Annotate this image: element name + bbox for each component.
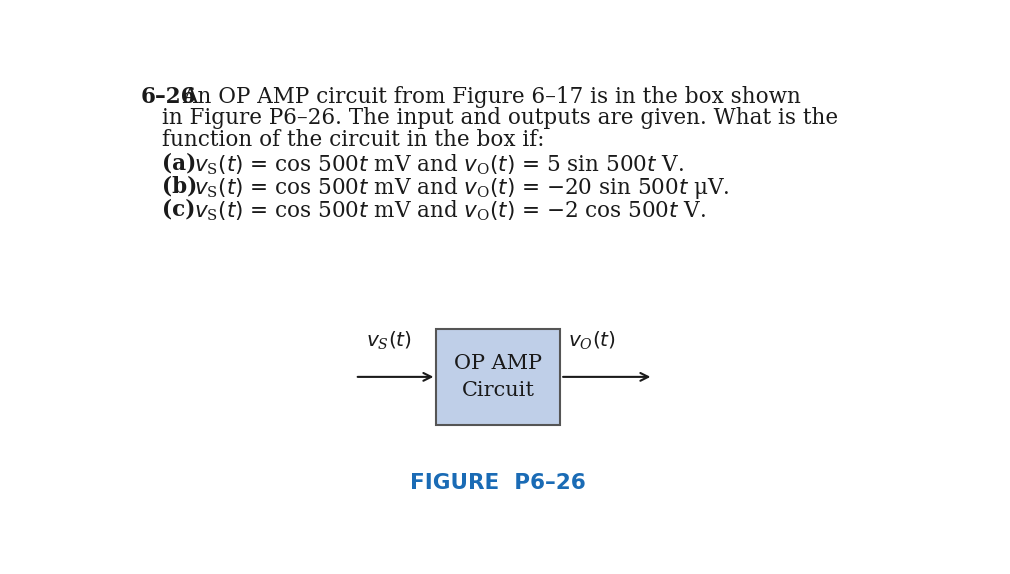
Text: (c): (c) <box>162 198 195 220</box>
Text: $v_\mathregular{S}(t)$: $v_\mathregular{S}(t)$ <box>367 330 412 352</box>
Text: $v_\mathregular{O}(t)$: $v_\mathregular{O}(t)$ <box>568 330 616 352</box>
Text: (b): (b) <box>162 175 197 197</box>
Text: function of the circuit in the box if:: function of the circuit in the box if: <box>162 129 544 151</box>
Text: (a): (a) <box>162 152 196 174</box>
Text: OP AMP
Circuit: OP AMP Circuit <box>454 354 542 400</box>
Text: in Figure P6–26. The input and outputs are given. What is the: in Figure P6–26. The input and outputs a… <box>162 107 838 129</box>
Text: $v_\mathregular{S}(t)$ = cos 500$t$ mV and $v_\mathregular{O}(t)$ = −20 sin 500$: $v_\mathregular{S}(t)$ = cos 500$t$ mV a… <box>195 175 730 201</box>
Text: $v_\mathregular{S}(t)$ = cos 500$t$ mV and $v_\mathregular{O}(t)$ = 5 sin 500$t$: $v_\mathregular{S}(t)$ = cos 500$t$ mV a… <box>195 152 685 177</box>
Text: $v_\mathregular{S}(t)$ = cos 500$t$ mV and $v_\mathregular{O}(t)$ = −2 cos 500$t: $v_\mathregular{S}(t)$ = cos 500$t$ mV a… <box>195 198 707 223</box>
Bar <box>436 329 561 425</box>
Text: FIGURE  P6–26: FIGURE P6–26 <box>410 473 586 493</box>
Text: An OP AMP circuit from Figure 6–17 is in the box shown: An OP AMP circuit from Figure 6–17 is in… <box>182 86 801 108</box>
Text: 6–26: 6–26 <box>140 86 196 108</box>
